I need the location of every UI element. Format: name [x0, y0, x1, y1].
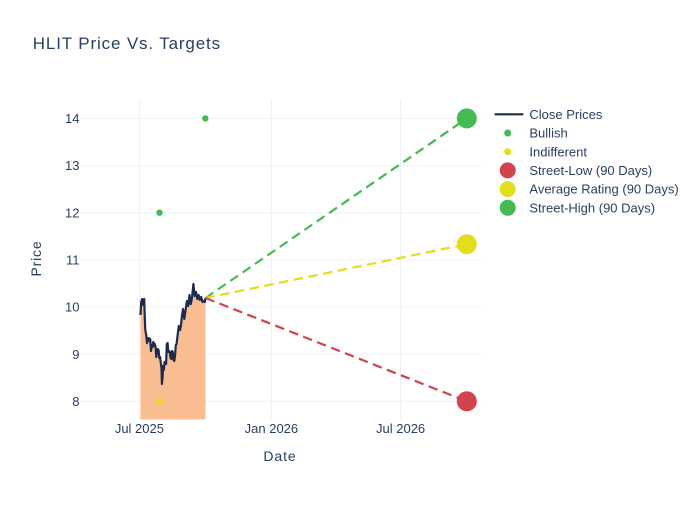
- svg-text:Bullish: Bullish: [529, 126, 567, 141]
- svg-text:Date: Date: [263, 448, 296, 464]
- svg-text:13: 13: [65, 158, 79, 173]
- svg-text:11: 11: [66, 253, 80, 268]
- svg-text:Indifferent: Indifferent: [529, 144, 587, 159]
- svg-text:Jan 2026: Jan 2026: [245, 421, 299, 436]
- svg-text:Close Prices: Close Prices: [529, 107, 602, 122]
- svg-text:Jul 2025: Jul 2025: [115, 421, 164, 436]
- svg-text:12: 12: [65, 205, 79, 220]
- svg-text:Jul 2026: Jul 2026: [376, 421, 425, 436]
- svg-text:8: 8: [72, 394, 79, 409]
- svg-text:10: 10: [65, 300, 79, 315]
- svg-text:Street-High (90 Days): Street-High (90 Days): [529, 200, 655, 215]
- svg-text:HLIT Price Vs. Targets: HLIT Price Vs. Targets: [33, 34, 221, 53]
- svg-text:Price: Price: [28, 241, 44, 277]
- svg-text:9: 9: [72, 347, 79, 362]
- svg-text:Average Rating (90 Days): Average Rating (90 Days): [529, 182, 678, 197]
- svg-text:14: 14: [65, 111, 79, 126]
- svg-text:Street-Low (90 Days): Street-Low (90 Days): [529, 163, 652, 178]
